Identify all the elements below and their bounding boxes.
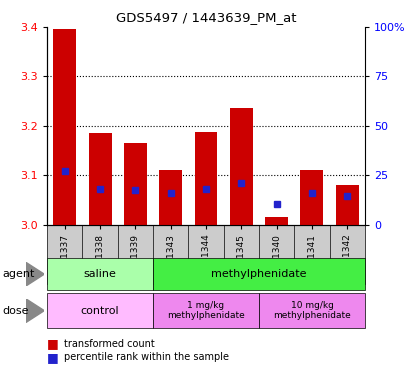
Text: ■: ■ — [47, 337, 59, 350]
Text: 1 mg/kg
methylphenidate: 1 mg/kg methylphenidate — [167, 301, 244, 320]
Bar — [229, 108, 252, 225]
Bar — [300, 170, 323, 225]
Bar — [88, 133, 111, 225]
Text: 10 mg/kg
methylphenidate: 10 mg/kg methylphenidate — [272, 301, 350, 320]
Bar — [124, 143, 146, 225]
Text: transformed count: transformed count — [64, 339, 155, 349]
Text: methylphenidate: methylphenidate — [211, 269, 306, 279]
Text: agent: agent — [2, 269, 34, 279]
Text: percentile rank within the sample: percentile rank within the sample — [64, 352, 229, 362]
Bar — [265, 217, 288, 225]
Title: GDS5497 / 1443639_PM_at: GDS5497 / 1443639_PM_at — [115, 11, 296, 24]
Bar — [53, 29, 76, 225]
Polygon shape — [26, 299, 44, 323]
Bar — [194, 132, 217, 225]
Text: ■: ■ — [47, 351, 59, 364]
Bar — [335, 185, 358, 225]
Text: control: control — [81, 306, 119, 316]
Text: saline: saline — [83, 269, 116, 279]
Polygon shape — [26, 262, 44, 286]
Bar — [159, 170, 182, 225]
Text: dose: dose — [2, 306, 29, 316]
